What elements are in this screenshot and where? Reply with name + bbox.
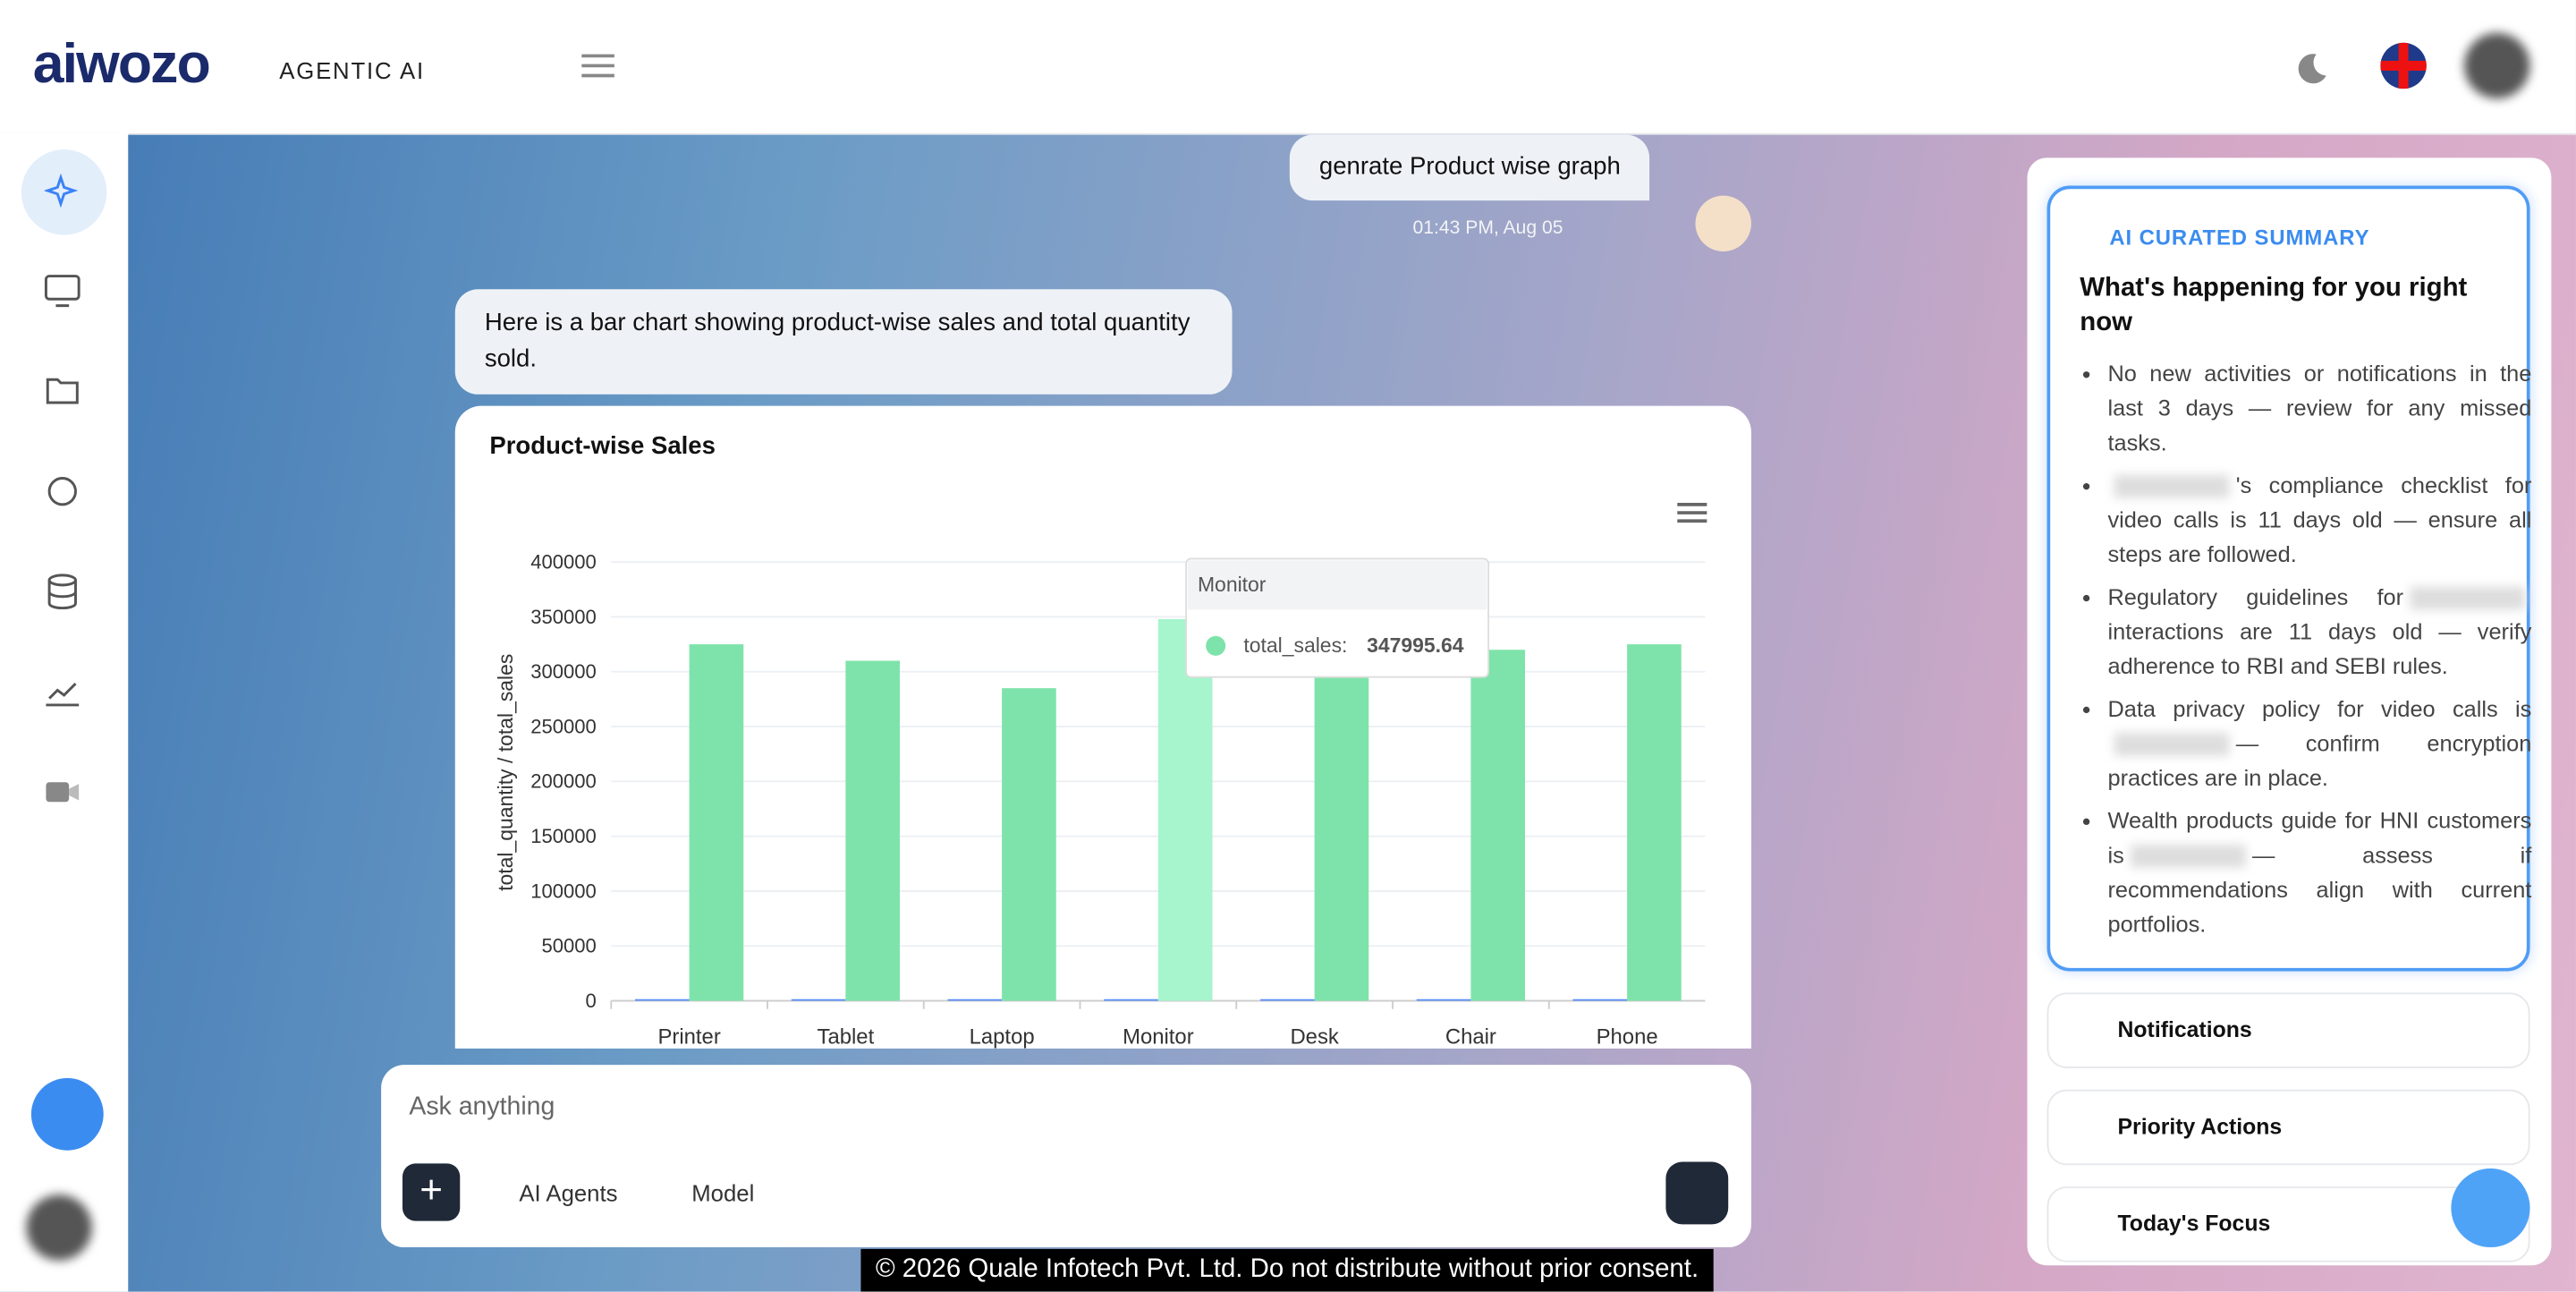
summary-label: AI CURATED SUMMARY (2109, 225, 2370, 251)
item-text: — confirm encryption practices are in pl… (2107, 731, 2532, 791)
user-message: genrate Product wise graph (1289, 134, 1650, 201)
y-tick-label: 400000 (530, 550, 597, 573)
footer-notice: © 2026 Quale Infotech Pvt. Ltd. Do not d… (860, 1248, 1714, 1292)
nav-brain[interactable] (43, 472, 82, 511)
theme-toggle[interactable] (2293, 49, 2329, 85)
theme-palette-button[interactable] (2451, 1168, 2530, 1248)
redacted (2114, 733, 2230, 757)
y-tick-label: 200000 (530, 770, 597, 793)
section-title: Notifications (2117, 1016, 2252, 1042)
nav-analytics[interactable] (43, 672, 82, 711)
ai-agents-button[interactable]: AI Agents (519, 1179, 618, 1207)
assistant-button[interactable] (30, 1077, 104, 1151)
bar (689, 644, 744, 1001)
user-avatar[interactable] (2464, 32, 2530, 99)
nav-video[interactable] (43, 772, 82, 812)
sidebar (0, 132, 129, 1292)
y-tick-label: 350000 (530, 606, 597, 628)
y-tick-label: 300000 (530, 660, 597, 683)
bar (1157, 618, 1213, 1001)
chart-menu[interactable] (1677, 503, 1707, 523)
brand-logo: aiwozo (32, 32, 211, 96)
message-timestamp: 01:43 PM, Aug 05 (1412, 218, 1563, 239)
nav-folder[interactable] (43, 371, 82, 411)
mic-button[interactable] (1665, 1161, 1729, 1225)
item-text: 's compliance checklist for video calls … (2107, 472, 2532, 567)
summary-card: AI CURATED SUMMARY What's happening for … (2046, 185, 2531, 972)
x-tick-label: Chair (1445, 1024, 1496, 1049)
x-tick-label: Monitor (1123, 1024, 1194, 1049)
x-tick-label: Phone (1597, 1024, 1658, 1049)
priority-actions-section[interactable]: Priority Actions (2046, 1089, 2530, 1166)
x-tick-label: Desk (1290, 1024, 1338, 1049)
bar (1260, 999, 1315, 1001)
brand-tagline: AGENTIC AI (279, 57, 425, 84)
item-text: No new activities or notifications in th… (2107, 361, 2532, 455)
todays-focus-section[interactable]: Today's Focus (2046, 1186, 2530, 1262)
language-flag[interactable] (2380, 42, 2427, 89)
summary-item: Regulatory guidelines for interactions ar… (2107, 580, 2531, 684)
tooltip-category: Monitor (1198, 573, 1267, 596)
tooltip-marker (1206, 635, 1226, 656)
y-tick-label: 0 (585, 990, 596, 1012)
redacted (2410, 587, 2526, 611)
nav-screens[interactable] (43, 271, 82, 310)
item-text: Regulatory guidelines for (2107, 584, 2404, 610)
bar (635, 999, 690, 1001)
redacted (2114, 475, 2230, 499)
y-tick-label: 250000 (530, 715, 597, 737)
bar (1627, 644, 1682, 1001)
composer: Ask anything + AI Agents Model (381, 1065, 1751, 1248)
chart-title: Product-wise Sales (489, 431, 716, 459)
model-button[interactable]: Model (691, 1179, 755, 1207)
summary-item: Data privacy policy for video calls is — … (2107, 692, 2531, 795)
summary-item: 's compliance checklist for video calls … (2107, 468, 2531, 572)
side-panel: AI CURATED SUMMARY What's happening for … (2027, 157, 2552, 1266)
bar (947, 999, 1003, 1001)
y-axis-title: total_quantity / total_sales (494, 654, 517, 891)
item-text: — assess if recommendations align with c… (2107, 843, 2532, 937)
y-tick-label: 150000 (530, 825, 597, 847)
user-avatar-small (1695, 195, 1751, 252)
summary-heading: What's happening for you right now (2080, 274, 2468, 337)
tooltip-value: 347995.64 (1367, 633, 1464, 657)
summary-item: Wealth products guide for HNI customers … (2107, 803, 2531, 941)
bar (1314, 671, 1369, 1001)
bar (1002, 688, 1056, 1001)
summary-list: No new activities or notifications in th… (2080, 357, 2531, 950)
bar (791, 999, 846, 1001)
x-tick-label: Laptop (970, 1024, 1035, 1049)
bar (1416, 999, 1471, 1001)
y-tick-label: 50000 (541, 935, 596, 957)
x-tick-label: Printer (657, 1024, 720, 1049)
nav-database[interactable] (43, 572, 82, 611)
summary-item: No new activities or notifications in th… (2107, 357, 2531, 461)
profile-avatar[interactable] (26, 1194, 92, 1261)
tooltip-series: total_sales: (1243, 633, 1347, 657)
item-text: interactions are 11 days old — verify ad… (2107, 619, 2532, 679)
redacted (2131, 845, 2246, 869)
bar (1104, 999, 1158, 1001)
notifications-section[interactable]: Notifications (2046, 992, 2530, 1068)
bar (1572, 999, 1628, 1001)
chart: Product-wise Sales total_quantity / tota… (489, 431, 1707, 1049)
bar (1470, 650, 1525, 1001)
x-tick-label: Tablet (818, 1024, 875, 1049)
section-title: Priority Actions (2117, 1114, 2283, 1139)
chart-card: Product-wise Sales total_quantity / tota… (454, 405, 1751, 1049)
header: aiwozo AGENTIC AI (0, 0, 2576, 135)
tooltip-header (1187, 560, 1487, 610)
add-button[interactable]: + (402, 1163, 461, 1221)
bar (845, 660, 900, 1001)
bot-message: Here is a bar chart showing product-wise… (454, 289, 1233, 395)
menu-button[interactable] (581, 53, 614, 79)
y-tick-label: 100000 (530, 880, 597, 902)
item-text: Data privacy policy for video calls is (2107, 696, 2532, 722)
nav-ai[interactable] (21, 149, 107, 235)
input-placeholder[interactable]: Ask anything (409, 1092, 555, 1121)
section-title: Today's Focus (2117, 1211, 2271, 1237)
item-text: Wealth products guide for HNI customers … (2107, 808, 2532, 868)
